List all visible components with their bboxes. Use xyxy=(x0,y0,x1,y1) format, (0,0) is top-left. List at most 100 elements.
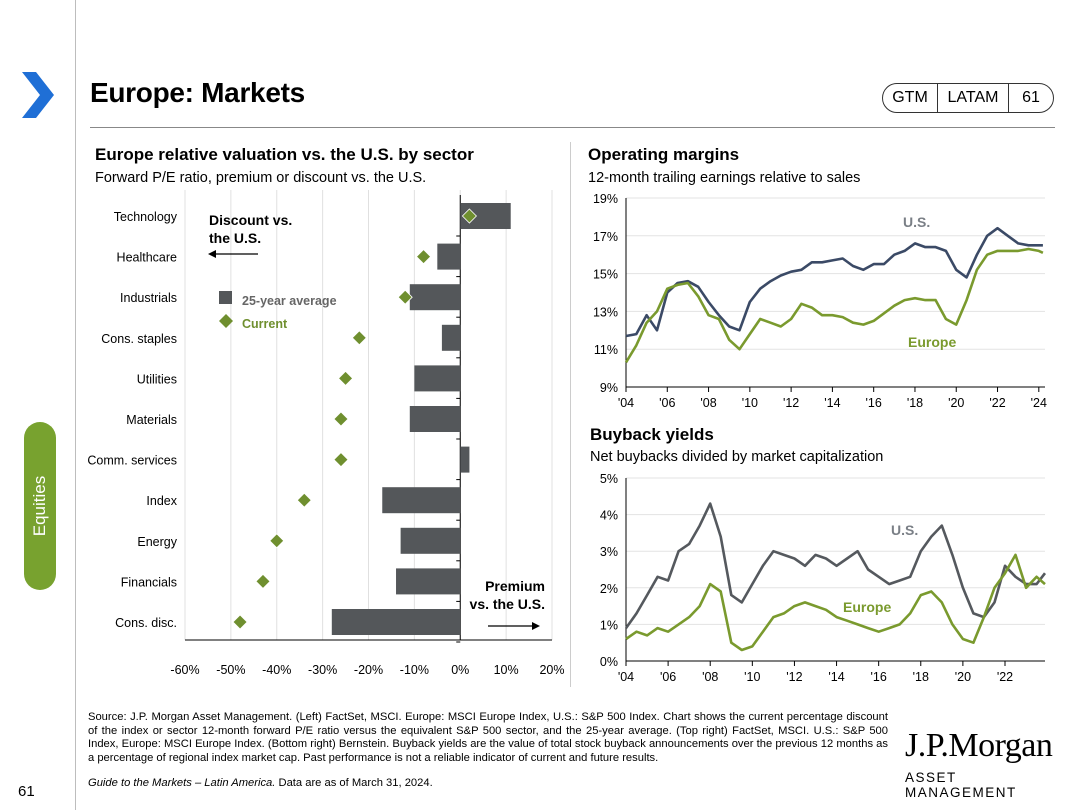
page-number: 61 xyxy=(18,783,35,800)
x-tick-label: '12 xyxy=(783,396,799,410)
operating-margins-chart: 9% 11% 13% 15% 17% 19% '04 '06 '08 '10 '12 '14 '16 '1… xyxy=(593,192,1047,410)
avg-bar xyxy=(437,243,461,270)
left-chart-title: Europe relative valuation vs. the U.S. b… xyxy=(95,145,474,164)
x-tick-label: '18 xyxy=(907,396,923,410)
category-label: Utilities xyxy=(137,372,177,386)
pill-latam: LATAM xyxy=(947,89,999,106)
source-footnote: Source: J.P. Morgan Asset Management. (L… xyxy=(88,711,888,764)
guide-note: Guide to the Markets – Latin America. Da… xyxy=(88,777,433,789)
x-tick-label: 10% xyxy=(494,663,519,677)
pill-page: 61 xyxy=(1022,89,1040,106)
x-tick-label: 20% xyxy=(539,663,564,677)
us-line xyxy=(624,502,1047,629)
discount-label-1: Discount vs. xyxy=(209,212,292,228)
x-tick-label: -40% xyxy=(262,663,291,677)
x-tick-label: '04 xyxy=(618,670,634,684)
avg-bar xyxy=(400,527,461,554)
guide-date: Data are as of March 31, 2024. xyxy=(275,777,433,789)
x-tick-label: '24 xyxy=(1031,396,1047,410)
y-tick-label: 1% xyxy=(600,618,618,632)
x-tick-label: '22 xyxy=(989,396,1005,410)
x-tick-label: '10 xyxy=(744,670,760,684)
current-diamond xyxy=(333,411,349,427)
premium-label-1: Premium xyxy=(485,578,545,594)
premium-label-2: vs. the U.S. xyxy=(470,596,545,612)
y-tick-label: 11% xyxy=(594,343,618,357)
category-label: Technology xyxy=(114,210,178,224)
category-label: Financials xyxy=(121,575,177,589)
legend-avg-label: 25-year average xyxy=(242,294,337,308)
europe-line xyxy=(624,247,1044,364)
x-tick-label: 0% xyxy=(451,663,469,677)
bb-us-label: U.S. xyxy=(891,522,918,538)
y-tick-label: 19% xyxy=(593,192,618,206)
category-label: Cons. staples xyxy=(101,332,177,346)
category-label: Healthcare xyxy=(117,251,177,265)
buyback-yields-chart: 0% 1% 2% 3% 4% 5% '04 '06 '08 '10 '12 '14 '16 '18 '20 '… xyxy=(600,472,1047,684)
arrow-left-icon xyxy=(208,250,258,258)
category-label: Materials xyxy=(126,413,177,427)
y-tick-label: 5% xyxy=(600,472,618,486)
category-label: Energy xyxy=(137,535,177,549)
x-tick-label: '20 xyxy=(948,396,964,410)
column-divider xyxy=(570,142,571,687)
x-tick-label: '14 xyxy=(824,396,840,410)
x-tick-label: '14 xyxy=(828,670,844,684)
current-diamond xyxy=(397,289,413,305)
chevron-right-icon xyxy=(22,72,54,118)
current-diamond xyxy=(337,370,354,386)
x-tick-label: '04 xyxy=(618,396,634,410)
jpmorgan-logo: J.P.Morgan ASSET MANAGEMENT xyxy=(905,728,1060,801)
gtm-pill: GTM LATAM 61 xyxy=(882,83,1054,113)
guide-title: Guide to the Markets – Latin America. xyxy=(88,777,276,789)
category-label: Index xyxy=(146,494,177,508)
current-diamond xyxy=(296,492,312,508)
x-tick-label: '16 xyxy=(871,670,887,684)
avg-bar xyxy=(382,487,461,514)
current-diamond xyxy=(333,452,349,468)
left-chart-subtitle: Forward P/E ratio, premium or discount v… xyxy=(95,170,427,186)
y-tick-label: 0% xyxy=(600,655,618,669)
legend-current-diamond xyxy=(219,314,233,328)
x-tick-label: '16 xyxy=(866,396,882,410)
bb-europe-label: Europe xyxy=(843,599,891,615)
page-title: Europe: Markets xyxy=(90,77,305,108)
current-diamond xyxy=(269,533,285,549)
avg-bar xyxy=(441,324,461,351)
x-tick-label: '20 xyxy=(955,670,971,684)
x-tick-label: '22 xyxy=(997,670,1013,684)
x-tick-label: -30% xyxy=(308,663,337,677)
left-margin-line xyxy=(75,0,76,810)
y-tick-label: 9% xyxy=(600,381,618,395)
discount-label-2: the U.S. xyxy=(209,230,261,246)
us-line xyxy=(625,226,1043,338)
x-tick-label: '06 xyxy=(659,396,675,410)
current-diamond xyxy=(415,249,432,265)
avg-bar xyxy=(331,609,461,635)
valuation-bar-chart: Technology Healthcare Industrials Cons. sta… xyxy=(87,190,565,677)
x-tick-label: '12 xyxy=(786,670,802,684)
arrow-right-icon xyxy=(488,622,540,630)
op-europe-label: Europe xyxy=(908,334,956,350)
legend-current-label: Current xyxy=(242,317,288,331)
x-tick-label: '08 xyxy=(702,670,718,684)
x-tick-label: -60% xyxy=(170,663,199,677)
buyback-subtitle: Net buybacks divided by market capitaliz… xyxy=(590,449,884,465)
y-tick-label: 13% xyxy=(593,305,618,319)
europe-line xyxy=(625,553,1046,652)
op-us-label: U.S. xyxy=(903,214,930,230)
section-tab[interactable]: Equities xyxy=(24,422,56,590)
avg-bar xyxy=(409,406,461,432)
avg-bar xyxy=(409,284,461,311)
y-tick-label: 17% xyxy=(593,230,618,244)
y-tick-label: 2% xyxy=(600,582,618,596)
logo-tagline: ASSET MANAGEMENT xyxy=(905,770,1017,800)
avg-bar xyxy=(414,365,461,392)
current-diamond xyxy=(232,614,248,630)
category-label: Comm. services xyxy=(87,454,177,468)
avg-bar xyxy=(460,446,470,473)
y-tick-label: 3% xyxy=(600,545,618,559)
y-tick-label: 15% xyxy=(593,268,618,282)
current-diamond xyxy=(351,330,367,346)
x-tick-label: -20% xyxy=(354,663,383,677)
